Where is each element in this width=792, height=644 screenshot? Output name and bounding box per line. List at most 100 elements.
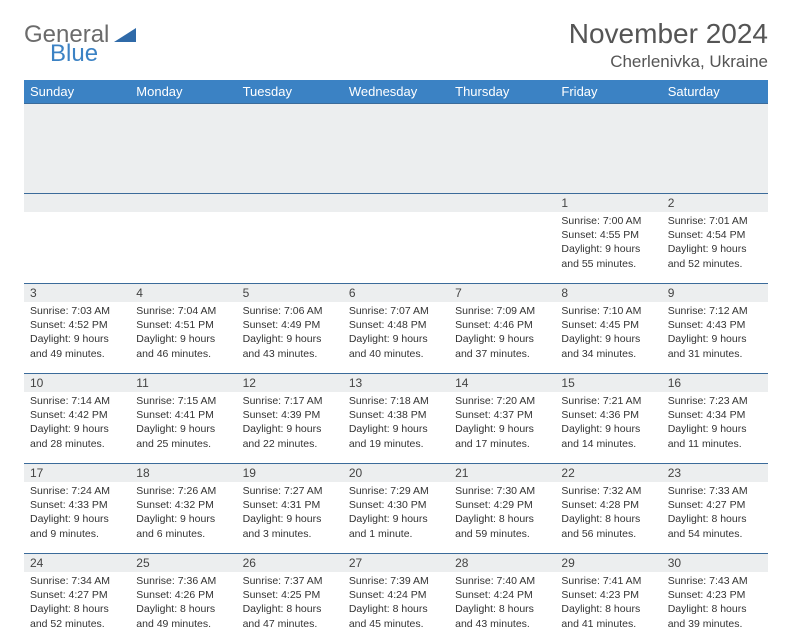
day-info: Sunrise: 7:01 AMSunset: 4:54 PMDaylight:…: [662, 212, 768, 275]
day-info: Sunrise: 7:14 AMSunset: 4:42 PMDaylight:…: [24, 392, 130, 455]
calendar-cell: 4Sunrise: 7:04 AMSunset: 4:51 PMDaylight…: [130, 284, 236, 374]
logo-triangle-icon: [114, 26, 136, 47]
day-number: 18: [130, 464, 236, 482]
calendar-week: 3Sunrise: 7:03 AMSunset: 4:52 PMDaylight…: [24, 284, 768, 374]
calendar-cell: 22Sunrise: 7:32 AMSunset: 4:28 PMDayligh…: [555, 464, 661, 554]
calendar-cell: 15Sunrise: 7:21 AMSunset: 4:36 PMDayligh…: [555, 374, 661, 464]
logo: General Blue: [24, 18, 136, 65]
day-number: 10: [24, 374, 130, 392]
day-number: 20: [343, 464, 449, 482]
day-info: Sunrise: 7:27 AMSunset: 4:31 PMDaylight:…: [237, 482, 343, 545]
day-info: Sunrise: 7:34 AMSunset: 4:27 PMDaylight:…: [24, 572, 130, 635]
weekday-header: Sunday: [24, 80, 130, 104]
day-info: Sunrise: 7:33 AMSunset: 4:27 PMDaylight:…: [662, 482, 768, 545]
day-info: Sunrise: 7:03 AMSunset: 4:52 PMDaylight:…: [24, 302, 130, 365]
calendar-head: SundayMondayTuesdayWednesdayThursdayFrid…: [24, 80, 768, 104]
day-info: Sunrise: 7:09 AMSunset: 4:46 PMDaylight:…: [449, 302, 555, 365]
day-number: 5: [237, 284, 343, 302]
calendar-cell: 21Sunrise: 7:30 AMSunset: 4:29 PMDayligh…: [449, 464, 555, 554]
month-title: November 2024: [569, 18, 768, 50]
day-info: Sunrise: 7:40 AMSunset: 4:24 PMDaylight:…: [449, 572, 555, 635]
day-info: Sunrise: 7:18 AMSunset: 4:38 PMDaylight:…: [343, 392, 449, 455]
location: Cherlenivka, Ukraine: [569, 52, 768, 72]
calendar-cell: 20Sunrise: 7:29 AMSunset: 4:30 PMDayligh…: [343, 464, 449, 554]
day-number: 7: [449, 284, 555, 302]
calendar-cell: 16Sunrise: 7:23 AMSunset: 4:34 PMDayligh…: [662, 374, 768, 464]
calendar-table: SundayMondayTuesdayWednesdayThursdayFrid…: [24, 80, 768, 644]
day-number: 11: [130, 374, 236, 392]
day-number: 15: [555, 374, 661, 392]
calendar-week: 24Sunrise: 7:34 AMSunset: 4:27 PMDayligh…: [24, 554, 768, 644]
weekday-header: Wednesday: [343, 80, 449, 104]
day-number: 21: [449, 464, 555, 482]
day-info: Sunrise: 7:39 AMSunset: 4:24 PMDaylight:…: [343, 572, 449, 635]
weekday-header: Monday: [130, 80, 236, 104]
day-info: Sunrise: 7:23 AMSunset: 4:34 PMDaylight:…: [662, 392, 768, 455]
day-info: Sunrise: 7:30 AMSunset: 4:29 PMDaylight:…: [449, 482, 555, 545]
calendar-cell: 29Sunrise: 7:41 AMSunset: 4:23 PMDayligh…: [555, 554, 661, 644]
day-info: Sunrise: 7:12 AMSunset: 4:43 PMDaylight:…: [662, 302, 768, 365]
calendar-cell: 26Sunrise: 7:37 AMSunset: 4:25 PMDayligh…: [237, 554, 343, 644]
calendar-cell: [24, 194, 130, 284]
day-info: Sunrise: 7:32 AMSunset: 4:28 PMDaylight:…: [555, 482, 661, 545]
day-info: Sunrise: 7:17 AMSunset: 4:39 PMDaylight:…: [237, 392, 343, 455]
day-number: 6: [343, 284, 449, 302]
calendar-cell: 17Sunrise: 7:24 AMSunset: 4:33 PMDayligh…: [24, 464, 130, 554]
calendar-cell: 2Sunrise: 7:01 AMSunset: 4:54 PMDaylight…: [662, 194, 768, 284]
weekday-header: Saturday: [662, 80, 768, 104]
day-number: 16: [662, 374, 768, 392]
day-number: 17: [24, 464, 130, 482]
header: General Blue November 2024 Cherlenivka, …: [24, 18, 768, 72]
calendar-cell: [237, 194, 343, 284]
day-info: Sunrise: 7:26 AMSunset: 4:32 PMDaylight:…: [130, 482, 236, 545]
day-info: Sunrise: 7:24 AMSunset: 4:33 PMDaylight:…: [24, 482, 130, 545]
day-number: 27: [343, 554, 449, 572]
calendar-cell: 5Sunrise: 7:06 AMSunset: 4:49 PMDaylight…: [237, 284, 343, 374]
calendar-body: 1Sunrise: 7:00 AMSunset: 4:55 PMDaylight…: [24, 104, 768, 644]
day-number: 29: [555, 554, 661, 572]
day-info: Sunrise: 7:04 AMSunset: 4:51 PMDaylight:…: [130, 302, 236, 365]
calendar-cell: 25Sunrise: 7:36 AMSunset: 4:26 PMDayligh…: [130, 554, 236, 644]
day-number: 23: [662, 464, 768, 482]
day-info: Sunrise: 7:06 AMSunset: 4:49 PMDaylight:…: [237, 302, 343, 365]
weekday-header: Tuesday: [237, 80, 343, 104]
day-info: Sunrise: 7:15 AMSunset: 4:41 PMDaylight:…: [130, 392, 236, 455]
day-number: 19: [237, 464, 343, 482]
calendar-cell: [449, 194, 555, 284]
calendar-cell: 28Sunrise: 7:40 AMSunset: 4:24 PMDayligh…: [449, 554, 555, 644]
calendar-week: 10Sunrise: 7:14 AMSunset: 4:42 PMDayligh…: [24, 374, 768, 464]
weekday-header: Friday: [555, 80, 661, 104]
day-number: 8: [555, 284, 661, 302]
day-number: 24: [24, 554, 130, 572]
calendar-cell: 10Sunrise: 7:14 AMSunset: 4:42 PMDayligh…: [24, 374, 130, 464]
calendar-cell: 18Sunrise: 7:26 AMSunset: 4:32 PMDayligh…: [130, 464, 236, 554]
day-number: 3: [24, 284, 130, 302]
title-block: November 2024 Cherlenivka, Ukraine: [569, 18, 768, 72]
calendar-week: 17Sunrise: 7:24 AMSunset: 4:33 PMDayligh…: [24, 464, 768, 554]
day-number: 9: [662, 284, 768, 302]
calendar-cell: 14Sunrise: 7:20 AMSunset: 4:37 PMDayligh…: [449, 374, 555, 464]
day-info: Sunrise: 7:37 AMSunset: 4:25 PMDaylight:…: [237, 572, 343, 635]
day-number: 13: [343, 374, 449, 392]
calendar-cell: 1Sunrise: 7:00 AMSunset: 4:55 PMDaylight…: [555, 194, 661, 284]
day-info: Sunrise: 7:20 AMSunset: 4:37 PMDaylight:…: [449, 392, 555, 455]
calendar-cell: 11Sunrise: 7:15 AMSunset: 4:41 PMDayligh…: [130, 374, 236, 464]
calendar-cell: 9Sunrise: 7:12 AMSunset: 4:43 PMDaylight…: [662, 284, 768, 374]
calendar-cell: 7Sunrise: 7:09 AMSunset: 4:46 PMDaylight…: [449, 284, 555, 374]
calendar-cell: [130, 194, 236, 284]
calendar-cell: 27Sunrise: 7:39 AMSunset: 4:24 PMDayligh…: [343, 554, 449, 644]
day-number: 12: [237, 374, 343, 392]
day-info: Sunrise: 7:00 AMSunset: 4:55 PMDaylight:…: [555, 212, 661, 275]
weekday-header: Thursday: [449, 80, 555, 104]
day-info: Sunrise: 7:07 AMSunset: 4:48 PMDaylight:…: [343, 302, 449, 365]
day-number: 1: [555, 194, 661, 212]
day-number: 14: [449, 374, 555, 392]
calendar-cell: 8Sunrise: 7:10 AMSunset: 4:45 PMDaylight…: [555, 284, 661, 374]
day-number: 4: [130, 284, 236, 302]
day-number: 26: [237, 554, 343, 572]
calendar-cell: 19Sunrise: 7:27 AMSunset: 4:31 PMDayligh…: [237, 464, 343, 554]
day-info: Sunrise: 7:41 AMSunset: 4:23 PMDaylight:…: [555, 572, 661, 635]
day-number: 30: [662, 554, 768, 572]
calendar-cell: [343, 194, 449, 284]
calendar-cell: 24Sunrise: 7:34 AMSunset: 4:27 PMDayligh…: [24, 554, 130, 644]
